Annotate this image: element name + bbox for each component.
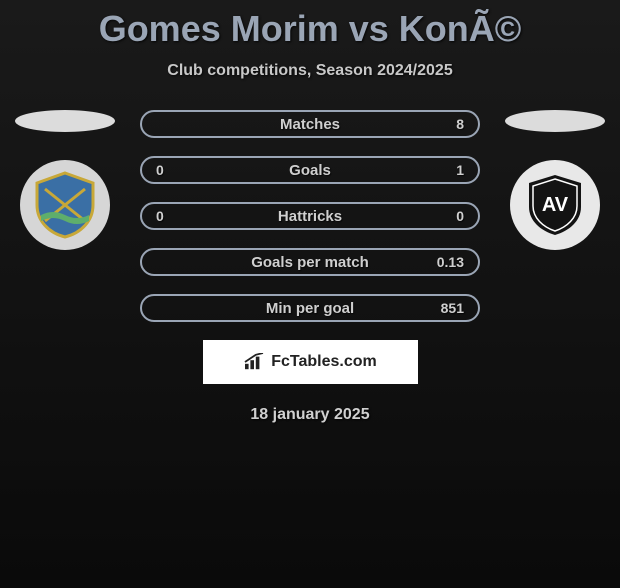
shield-icon: AV [519,169,591,241]
stat-left-value: 0 [156,162,186,178]
bar-chart-icon [243,353,265,371]
page-title: Gomes Morim vs KonÃ© [0,8,620,50]
stats-list: Matches 8 0 Goals 1 0 Hattricks 0 Goals … [140,110,480,322]
brand-badge[interactable]: FcTables.com [203,340,418,384]
stat-right-value: 0.13 [434,254,464,270]
stat-right-value: 851 [434,300,464,316]
right-club-crest: AV [510,160,600,250]
left-ellipse [15,110,115,132]
shield-icon [29,169,101,241]
stat-label: Goals per match [251,254,369,271]
brand-text: FcTables.com [271,353,377,371]
right-column: AV [505,110,605,250]
stat-row-matches: Matches 8 [140,110,480,138]
right-ellipse [505,110,605,132]
left-column [15,110,115,250]
stat-right-value: 8 [434,116,464,132]
main-area: AV Matches 8 0 Goals 1 0 Hattricks 0 Goa… [0,110,620,424]
svg-text:AV: AV [542,194,569,216]
stat-label: Min per goal [266,300,354,317]
left-club-crest [20,160,110,250]
stat-label: Hattricks [278,208,342,225]
stat-right-value: 0 [434,208,464,224]
stat-row-goals: 0 Goals 1 [140,156,480,184]
stat-label: Goals [289,162,331,179]
stat-row-hattricks: 0 Hattricks 0 [140,202,480,230]
stat-left-value: 0 [156,208,186,224]
stat-row-min-per-goal: Min per goal 851 [140,294,480,322]
date-text: 18 january 2025 [0,406,620,424]
subtitle: Club competitions, Season 2024/2025 [0,62,620,80]
stat-label: Matches [280,116,340,133]
stat-row-goals-per-match: Goals per match 0.13 [140,248,480,276]
stat-right-value: 1 [434,162,464,178]
